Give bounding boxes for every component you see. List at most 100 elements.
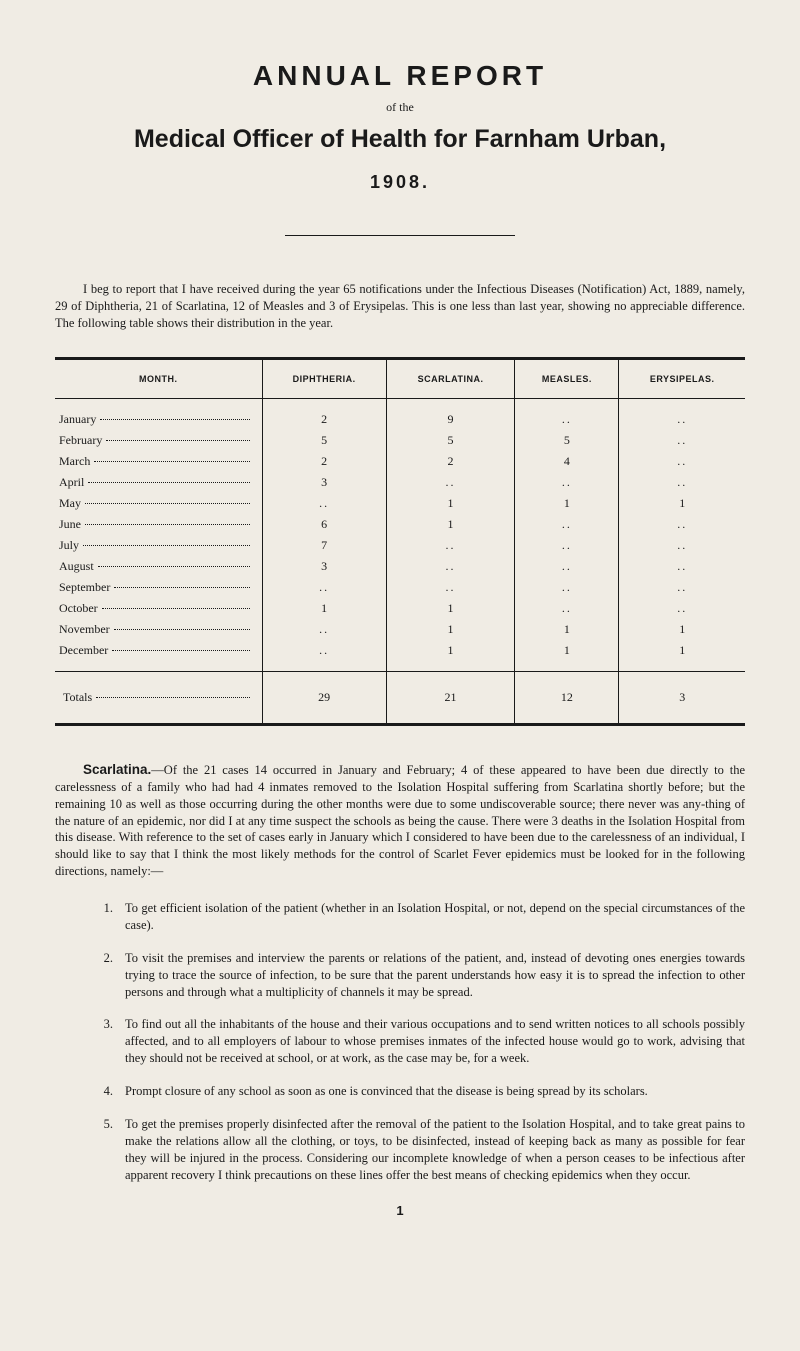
month-cell: September [55, 577, 262, 598]
data-cell: 1 [515, 619, 619, 640]
totals-diphtheria: 29 [262, 671, 386, 724]
col-measles: MEASLES. [515, 358, 619, 398]
scarlatina-body: —Of the 21 cases 14 occurred in January … [55, 763, 745, 879]
data-cell: .. [515, 409, 619, 430]
data-cell: .. [386, 577, 515, 598]
month-cell: January [55, 409, 262, 430]
list-item-number: 3. [55, 1016, 125, 1067]
data-cell: 1 [386, 598, 515, 619]
data-cell: 1 [386, 619, 515, 640]
data-cell: .. [515, 535, 619, 556]
methods-list: 1.To get efficient isolation of the pati… [55, 900, 745, 1183]
col-diphtheria: DIPHTHERIA. [262, 358, 386, 398]
data-cell: .. [619, 430, 745, 451]
data-cell: 1 [619, 493, 745, 514]
list-item-text: To visit the premises and interview the … [125, 950, 745, 1001]
list-item: 4.Prompt closure of any school as soon a… [55, 1083, 745, 1100]
data-cell: .. [386, 556, 515, 577]
table-row: May..111 [55, 493, 745, 514]
totals-erysipelas: 3 [619, 671, 745, 724]
table-row: July7...... [55, 535, 745, 556]
month-cell: December [55, 640, 262, 661]
list-item: 3.To find out all the inhabitants of the… [55, 1016, 745, 1067]
report-title: ANNUAL REPORT [55, 60, 745, 92]
data-cell: 1 [619, 640, 745, 661]
totals-row: Totals 29 21 12 3 [55, 671, 745, 724]
scarlatina-heading: Scarlatina. [83, 762, 151, 777]
data-cell: .. [515, 577, 619, 598]
data-cell: 1 [386, 493, 515, 514]
of-the: of the [55, 100, 745, 115]
table-row: February555.. [55, 430, 745, 451]
table-row: October11.... [55, 598, 745, 619]
data-cell: 1 [515, 640, 619, 661]
col-erysipelas: ERYSIPELAS. [619, 358, 745, 398]
data-cell: 5 [386, 430, 515, 451]
list-item-text: To get the premises properly disinfected… [125, 1116, 745, 1184]
month-cell: February [55, 430, 262, 451]
data-cell: 6 [262, 514, 386, 535]
list-item-text: To find out all the inhabitants of the h… [125, 1016, 745, 1067]
data-cell: .. [619, 577, 745, 598]
data-cell: .. [515, 556, 619, 577]
totals-label: Totals [55, 671, 262, 724]
intro-paragraph: I beg to report that I have received dur… [55, 281, 745, 332]
table-row: August3...... [55, 556, 745, 577]
list-item-number: 4. [55, 1083, 125, 1100]
totals-measles: 12 [515, 671, 619, 724]
col-scarlatina: SCARLATINA. [386, 358, 515, 398]
data-cell: .. [619, 598, 745, 619]
month-cell: October [55, 598, 262, 619]
data-cell: .. [619, 472, 745, 493]
data-cell: .. [619, 556, 745, 577]
table-header-row: MONTH. DIPHTHERIA. SCARLATINA. MEASLES. … [55, 358, 745, 398]
scarlatina-paragraph: Scarlatina.—Of the 21 cases 14 occurred … [55, 761, 745, 880]
disease-table: MONTH. DIPHTHERIA. SCARLATINA. MEASLES. … [55, 357, 745, 726]
data-cell: 3 [262, 472, 386, 493]
data-cell: .. [262, 619, 386, 640]
table-row: January29.... [55, 409, 745, 430]
data-cell: 1 [262, 598, 386, 619]
list-item: 2.To visit the premises and interview th… [55, 950, 745, 1001]
month-cell: May [55, 493, 262, 514]
data-cell: .. [619, 514, 745, 535]
data-cell: 5 [515, 430, 619, 451]
month-cell: April [55, 472, 262, 493]
list-item-number: 5. [55, 1116, 125, 1184]
table-row: March224.. [55, 451, 745, 472]
month-cell: November [55, 619, 262, 640]
table-row: December..111 [55, 640, 745, 661]
table-row: April3...... [55, 472, 745, 493]
list-item-text: To get efficient isolation of the patien… [125, 900, 745, 934]
data-cell: 1 [515, 493, 619, 514]
data-cell: .. [386, 472, 515, 493]
data-cell: .. [619, 535, 745, 556]
divider [55, 223, 745, 241]
list-item: 1.To get efficient isolation of the pati… [55, 900, 745, 934]
data-cell: 9 [386, 409, 515, 430]
data-cell: 4 [515, 451, 619, 472]
data-cell: .. [515, 598, 619, 619]
list-item-number: 1. [55, 900, 125, 934]
page-number: 1 [55, 1203, 745, 1218]
month-cell: June [55, 514, 262, 535]
data-cell: .. [262, 640, 386, 661]
report-subtitle: Medical Officer of Health for Farnham Ur… [55, 125, 745, 154]
data-cell: 2 [386, 451, 515, 472]
data-cell: .. [515, 472, 619, 493]
month-cell: March [55, 451, 262, 472]
data-cell: 5 [262, 430, 386, 451]
list-item: 5.To get the premises properly disinfect… [55, 1116, 745, 1184]
list-item-number: 2. [55, 950, 125, 1001]
data-cell: .. [619, 409, 745, 430]
data-cell: 1 [386, 640, 515, 661]
data-cell: .. [515, 514, 619, 535]
data-cell: 3 [262, 556, 386, 577]
month-cell: August [55, 556, 262, 577]
col-month: MONTH. [55, 358, 262, 398]
totals-scarlatina: 21 [386, 671, 515, 724]
month-cell: July [55, 535, 262, 556]
data-cell: 1 [619, 619, 745, 640]
table-row: September........ [55, 577, 745, 598]
data-cell: 1 [386, 514, 515, 535]
